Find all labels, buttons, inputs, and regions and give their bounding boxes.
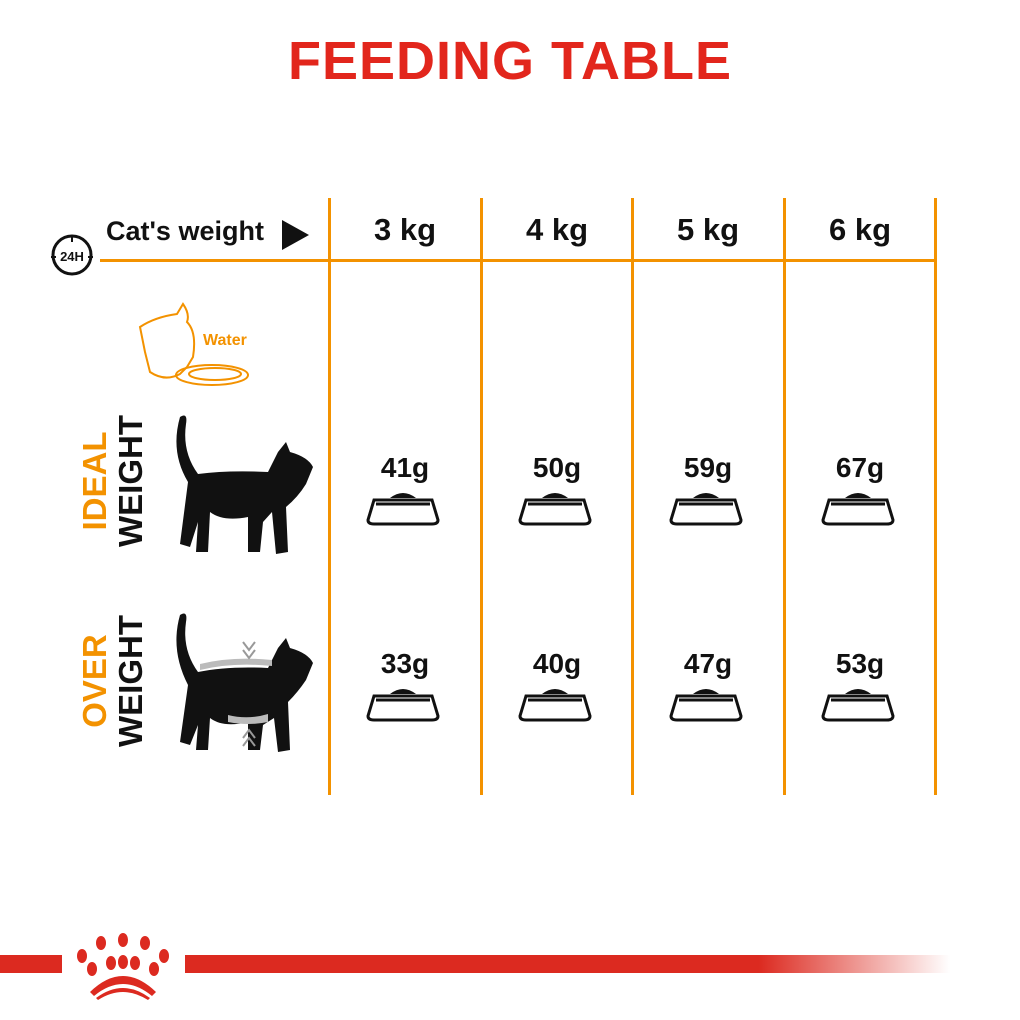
row-label-weight: WEIGHT xyxy=(112,415,149,547)
brand-bar xyxy=(185,955,950,973)
amount-cell: 47g xyxy=(683,648,733,679)
row-header-label: Cat's weight xyxy=(106,216,264,246)
column-header: 4 kg xyxy=(525,212,589,247)
page-title: FEEDING TABLE xyxy=(288,31,732,91)
amount-cell: 67g xyxy=(835,452,885,483)
clock-24h-icon: 24H xyxy=(51,234,93,276)
column-header: 5 kg xyxy=(676,212,740,247)
food-bowl-icon xyxy=(366,689,440,722)
food-bowl-icon xyxy=(366,493,440,526)
food-bowl-icon xyxy=(821,689,895,722)
food-bowl-icon xyxy=(518,493,592,526)
column-header: 3 kg xyxy=(373,212,437,247)
column-divider xyxy=(328,198,331,795)
header-divider xyxy=(100,259,936,262)
column-header: 6 kg xyxy=(828,212,892,247)
food-bowl-icon xyxy=(518,689,592,722)
column-divider xyxy=(783,198,786,795)
amount-cell: 59g xyxy=(683,452,733,483)
amount-cell: 41g xyxy=(380,452,430,483)
overweight-cat-icon xyxy=(176,613,313,752)
water-label: Water xyxy=(203,332,247,349)
row-label-over: OVER xyxy=(76,634,113,728)
amount-cell: 53g xyxy=(835,648,885,679)
column-divider xyxy=(934,198,937,795)
food-bowl-icon xyxy=(669,493,743,526)
brand-bar xyxy=(0,955,62,973)
row-label-ideal: IDEAL xyxy=(76,431,113,531)
play-triangle-icon xyxy=(282,220,309,250)
column-divider xyxy=(631,198,634,795)
food-bowl-icon xyxy=(669,689,743,722)
food-bowl-icon xyxy=(821,493,895,526)
amount-cell: 50g xyxy=(532,452,582,483)
row-label-weight: WEIGHT xyxy=(112,615,149,747)
column-divider xyxy=(480,198,483,795)
amount-cell: 40g xyxy=(532,648,582,679)
cat-drinking-water-icon xyxy=(138,302,249,386)
ideal-weight-cat-icon xyxy=(176,415,313,554)
crown-paw-logo xyxy=(77,933,169,1000)
amount-cell: 33g xyxy=(380,648,430,679)
period-badge: 24H xyxy=(60,249,84,264)
